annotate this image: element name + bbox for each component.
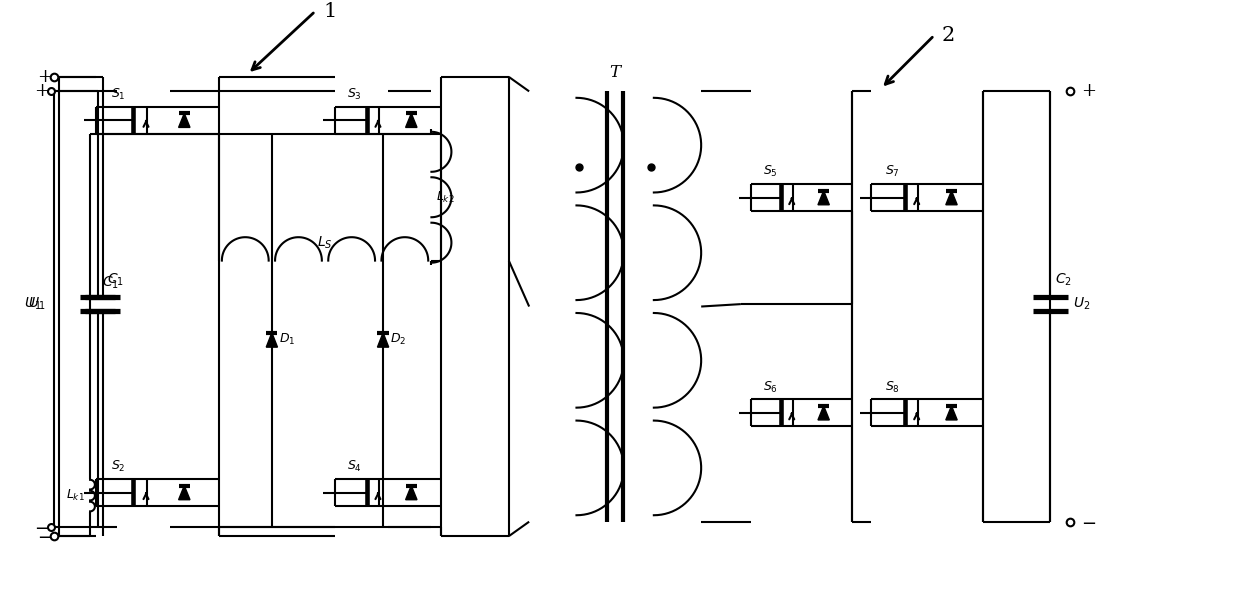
Text: $S_{4}$: $S_{4}$ — [347, 459, 362, 474]
Polygon shape — [267, 333, 278, 347]
Text: $L_S$: $L_S$ — [317, 235, 332, 251]
Text: $S_{7}$: $S_{7}$ — [885, 164, 899, 179]
Text: $S_{3}$: $S_{3}$ — [347, 87, 362, 102]
Text: $U_1$: $U_1$ — [29, 296, 46, 312]
Text: $L_{k1}$: $L_{k1}$ — [67, 488, 86, 503]
Text: $-$: $-$ — [1081, 513, 1096, 531]
Text: $S_{8}$: $S_{8}$ — [885, 380, 900, 395]
Text: $S_{6}$: $S_{6}$ — [763, 380, 777, 395]
Text: 2: 2 — [942, 26, 955, 45]
Text: $U_1$: $U_1$ — [25, 296, 42, 312]
Polygon shape — [405, 113, 417, 127]
Text: $S_{1}$: $S_{1}$ — [110, 87, 125, 102]
Text: 1: 1 — [324, 2, 336, 20]
Polygon shape — [405, 485, 417, 500]
Text: +: + — [35, 82, 50, 100]
Text: $U_2$: $U_2$ — [1073, 296, 1090, 312]
Text: $S_{5}$: $S_{5}$ — [763, 164, 777, 179]
Polygon shape — [377, 333, 388, 347]
Text: T: T — [610, 63, 621, 81]
Polygon shape — [946, 190, 957, 205]
Text: +: + — [1081, 82, 1096, 100]
Text: $S_{2}$: $S_{2}$ — [110, 459, 125, 474]
Text: $C_1$: $C_1$ — [108, 272, 124, 288]
Polygon shape — [818, 190, 830, 205]
Text: $-$: $-$ — [37, 527, 52, 545]
Text: $C_2$: $C_2$ — [1055, 272, 1073, 288]
Text: $C_1$: $C_1$ — [102, 275, 119, 291]
Polygon shape — [179, 113, 190, 127]
Polygon shape — [946, 406, 957, 420]
Text: $D_1$: $D_1$ — [279, 333, 295, 347]
Text: $-$: $-$ — [35, 518, 50, 536]
Text: $L_{k2}$: $L_{k2}$ — [436, 190, 455, 205]
Text: +: + — [37, 68, 52, 86]
Polygon shape — [818, 406, 830, 420]
Polygon shape — [179, 485, 190, 500]
Text: $D_2$: $D_2$ — [389, 333, 405, 347]
